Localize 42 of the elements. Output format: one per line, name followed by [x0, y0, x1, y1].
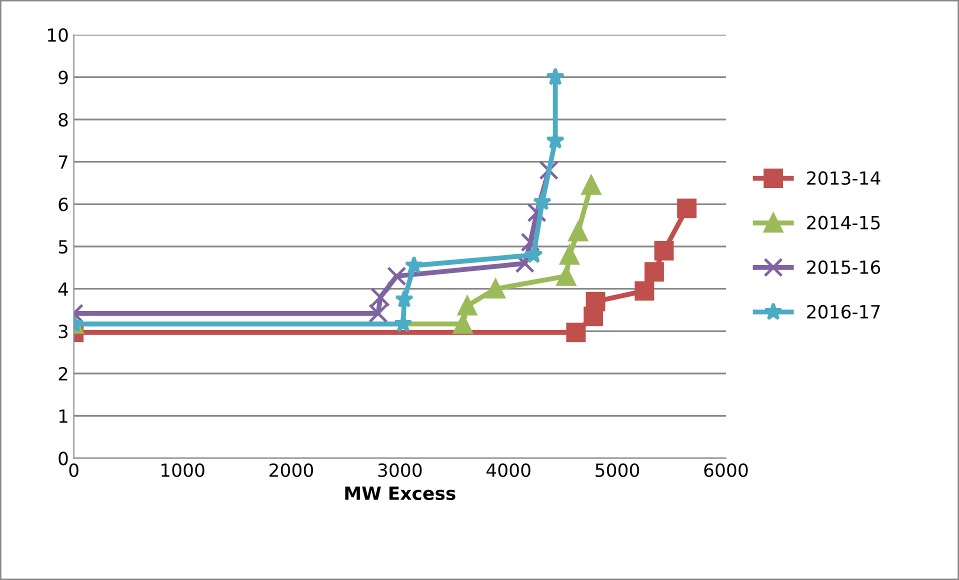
y-tick-label: 3	[58, 324, 68, 338]
point	[566, 322, 586, 342]
y-tick-label: 8	[58, 112, 68, 127]
point	[394, 290, 414, 308]
point	[644, 262, 664, 282]
point	[634, 281, 654, 301]
point	[581, 175, 601, 195]
y-tick-label: 10	[48, 28, 68, 42]
y-tick-label: 6	[58, 198, 68, 212]
point	[453, 314, 473, 334]
x-tick-label: 1000	[162, 463, 204, 478]
x-tick-label: 5000	[596, 463, 640, 478]
point	[524, 245, 543, 264]
x-tick-label: 0	[69, 463, 78, 478]
point	[458, 296, 478, 316]
y-tick-label: 9	[58, 70, 68, 84]
point	[532, 192, 552, 210]
legend-label: 2013-14	[807, 171, 880, 185]
point	[677, 198, 697, 218]
x-tick-label: 6000	[704, 463, 748, 478]
point	[404, 256, 424, 274]
point	[586, 292, 606, 312]
legend-label: 2016-17	[807, 304, 880, 319]
point	[560, 245, 580, 265]
legend-label: 2015-16	[807, 260, 880, 274]
x-tick-label: 4000	[486, 463, 530, 478]
x-tick-label: 2000	[270, 463, 313, 478]
y-tick-label: 1	[59, 410, 68, 423]
y-tick-label: 7	[58, 156, 68, 169]
point	[568, 222, 588, 242]
y-tick-label: 0	[58, 452, 68, 466]
y-tick-label: 4	[58, 282, 68, 296]
y-tick-label: 5	[58, 240, 68, 254]
y-tick-label: 2	[58, 366, 68, 380]
point	[556, 266, 576, 286]
point	[486, 279, 506, 299]
point	[370, 288, 390, 308]
legend-label: 2014-15	[807, 216, 880, 230]
point	[546, 67, 565, 86]
x-tick-label: 3000	[378, 463, 422, 478]
x-axis-title: MW Excess	[345, 486, 456, 500]
point	[654, 241, 674, 260]
